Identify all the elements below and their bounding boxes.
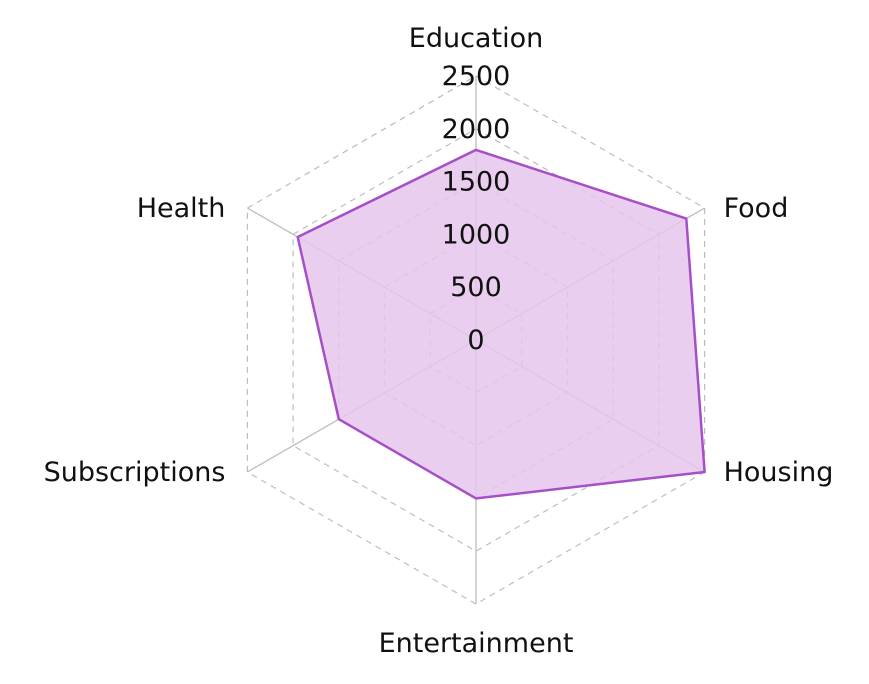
axis-label: Education [409, 23, 543, 54]
radial-tick-label: 500 [450, 272, 502, 303]
series-layer [298, 150, 705, 499]
radar-series-area [298, 150, 705, 499]
axis-label: Entertainment [379, 628, 574, 659]
axis-label: Health [137, 193, 226, 224]
radial-tick-label: 1500 [442, 167, 511, 198]
radial-tick-label: 0 [467, 325, 484, 356]
axis-label: Housing [724, 457, 834, 488]
axis-label: Food [724, 193, 789, 224]
radial-tick-label: 2500 [442, 61, 511, 92]
axis-label: Subscriptions [44, 457, 226, 488]
radial-tick-label: 2000 [442, 114, 511, 145]
radial-tick-label: 1000 [442, 219, 511, 250]
